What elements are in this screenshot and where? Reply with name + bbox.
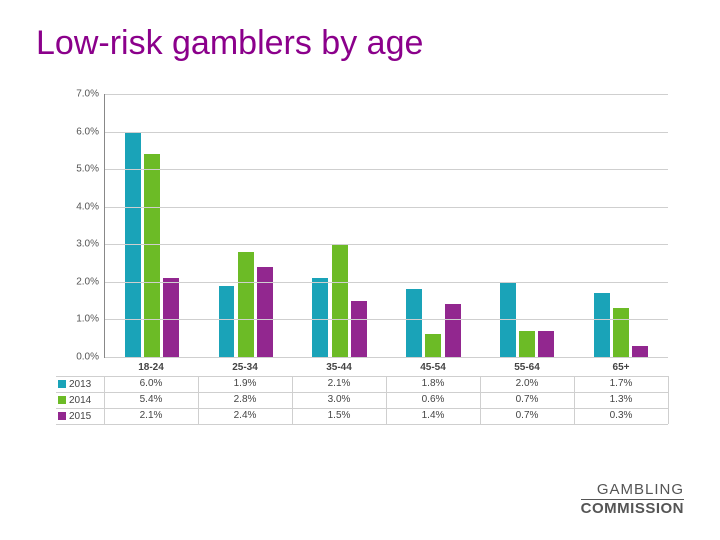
footer-logo: GAMBLING COMMISSION [581, 482, 684, 516]
bar [219, 286, 235, 357]
bars-layer [105, 94, 668, 357]
data-table: 20136.0%1.9%2.1%1.8%2.0%1.7%20145.4%2.8%… [56, 376, 668, 424]
bar [257, 267, 273, 357]
bar [312, 278, 328, 357]
bar [351, 301, 367, 357]
bar [594, 293, 610, 357]
legend-swatch [58, 396, 66, 404]
legend-swatch [58, 412, 66, 420]
legend-swatch [58, 380, 66, 388]
y-tick-label: 3.0% [76, 239, 99, 250]
bar [519, 331, 535, 357]
gridline [105, 207, 668, 208]
legend-item: 2014 [56, 395, 104, 406]
bar [538, 331, 554, 357]
gridline [105, 169, 668, 170]
y-tick-label: 2.0% [76, 276, 99, 287]
plot-area: 0.0%1.0%2.0%3.0%4.0%5.0%6.0%7.0% [104, 94, 668, 358]
bar [238, 252, 254, 357]
bar [406, 289, 422, 357]
legend-label: 2013 [69, 379, 91, 390]
gridline [105, 132, 668, 133]
y-tick-label: 6.0% [76, 126, 99, 137]
legend-item: 2013 [56, 379, 104, 390]
bar [445, 304, 461, 357]
bar [163, 278, 179, 357]
y-tick-label: 0.0% [76, 352, 99, 363]
bar [144, 154, 160, 357]
bar [613, 308, 629, 357]
gridline [105, 244, 668, 245]
gridline [105, 282, 668, 283]
x-tick-label: 18-24 [138, 362, 164, 373]
x-tick-label: 35-44 [326, 362, 352, 373]
page-title: Low-risk gamblers by age [36, 24, 423, 63]
legend-label: 2014 [69, 395, 91, 406]
x-tick-label: 65+ [613, 362, 630, 373]
bar [332, 244, 348, 357]
legend-label: 2015 [69, 411, 91, 422]
gridline [105, 357, 668, 358]
x-tick-label: 45-54 [420, 362, 446, 373]
bar [425, 334, 441, 357]
y-tick-label: 1.0% [76, 314, 99, 325]
gridline [105, 319, 668, 320]
bar [632, 346, 648, 357]
x-tick-label: 55-64 [514, 362, 540, 373]
y-tick-label: 5.0% [76, 164, 99, 175]
legend-item: 2015 [56, 411, 104, 422]
x-tick-label: 25-34 [232, 362, 258, 373]
y-tick-label: 4.0% [76, 201, 99, 212]
logo-line2: COMMISSION [581, 499, 684, 516]
logo-line1: GAMBLING [581, 482, 684, 497]
chart: 0.0%1.0%2.0%3.0%4.0%5.0%6.0%7.0% 18-24 25… [56, 94, 668, 424]
y-tick-label: 7.0% [76, 89, 99, 100]
gridline [105, 94, 668, 95]
